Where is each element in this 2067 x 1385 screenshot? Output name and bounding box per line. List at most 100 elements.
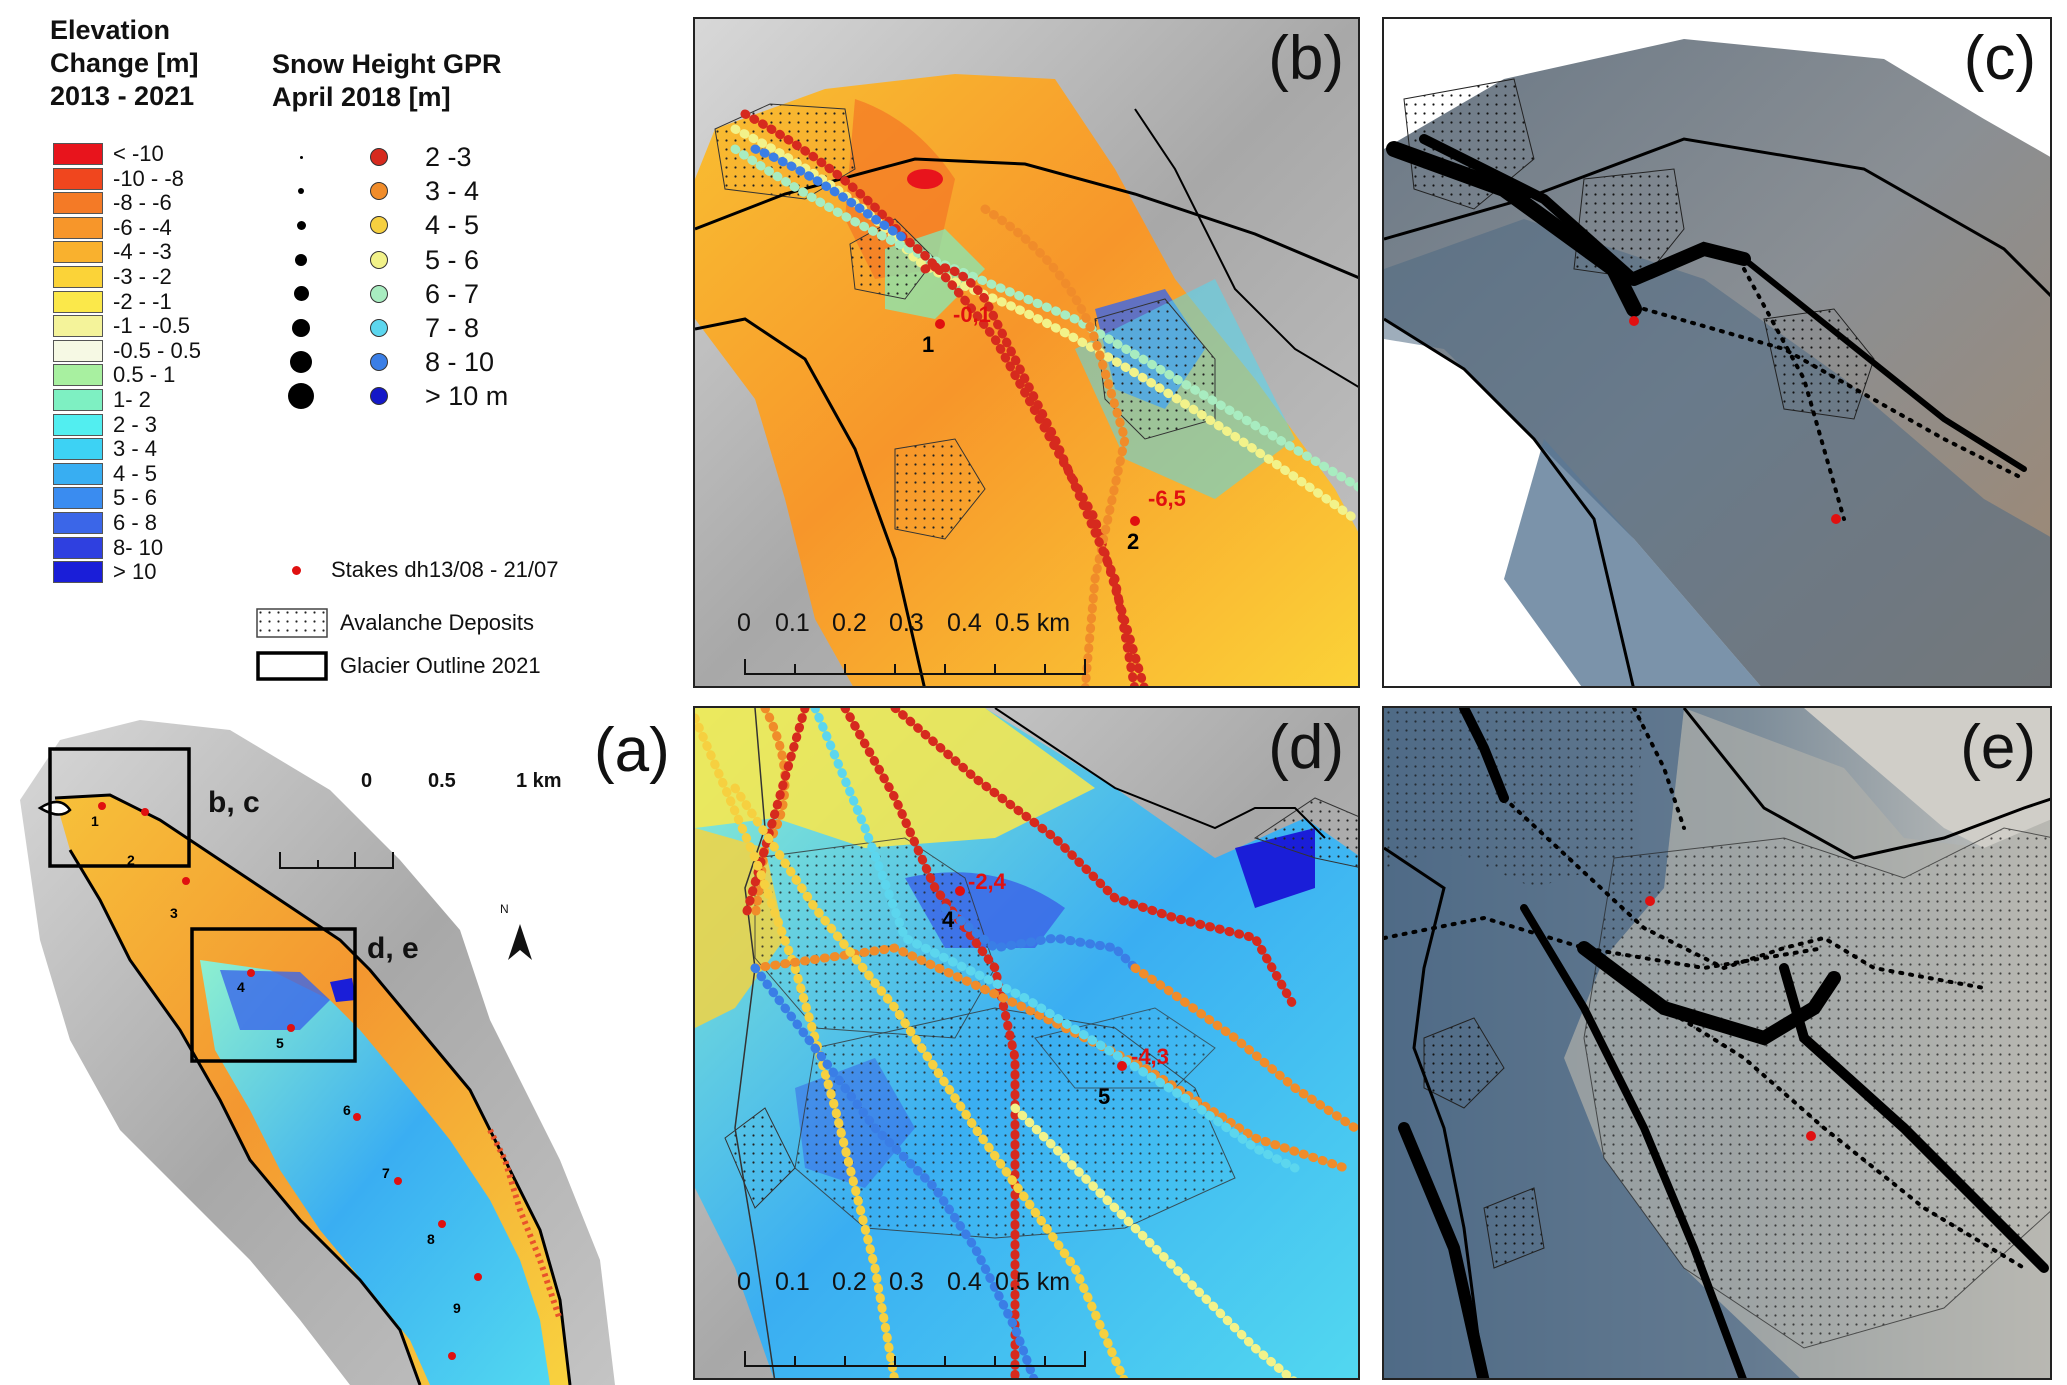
legend-swatch xyxy=(53,364,103,387)
outline-legend-label: Glacier Outline 2021 xyxy=(340,653,541,678)
north-label: N xyxy=(500,902,509,916)
legend-swatch xyxy=(53,487,103,510)
stake-value-label: -0,1 xyxy=(953,302,991,327)
snow-size-marker-icon xyxy=(298,188,304,195)
legend-label: -0.5 - 0.5 xyxy=(113,337,202,363)
scale-d-tick: 0.3 xyxy=(889,1268,924,1296)
panel-e: (e) xyxy=(1382,706,2052,1380)
elevation-legend-item: > 10 xyxy=(53,559,156,585)
elevation-legend-item: -0.5 - 0.5 xyxy=(53,338,201,364)
elevation-legend-item: -4 - -3 xyxy=(53,239,172,265)
legend-swatch xyxy=(53,266,103,288)
panel-c-label: (c) xyxy=(1963,24,2036,93)
overview-stakes xyxy=(98,802,482,1360)
stake-marker-icon xyxy=(292,565,301,575)
panel-e-label: (e) xyxy=(1960,713,2036,782)
legend-label: > 10 xyxy=(113,559,157,585)
legend-label: 8- 10 xyxy=(113,534,164,560)
scale-d-tick: 0.1 xyxy=(775,1268,810,1296)
overview-map xyxy=(20,720,615,1385)
stakes-legend-label: Stakes dh13/08 - 21/07 xyxy=(331,557,559,582)
snow-size-marker-icon xyxy=(296,220,306,230)
elevation-legend-title-line: 2013 - 2021 xyxy=(50,81,195,111)
snow-legend-label: 8 - 10 xyxy=(425,347,495,378)
legend-swatch xyxy=(53,389,103,411)
avalanche-legend-row: Avalanche Deposits xyxy=(256,608,534,638)
snow-legend-label: 5 - 6 xyxy=(425,244,480,275)
scale-a-tick: 0 xyxy=(361,770,373,792)
overview-stake-label: 5 xyxy=(276,1035,284,1051)
snow-color-marker-icon xyxy=(370,182,388,201)
elevation-legend-item: -2 - -1 xyxy=(53,289,172,315)
overview-stake-label: 2 xyxy=(127,852,135,868)
snow-legend-label: 7 - 8 xyxy=(425,313,480,343)
stake-number: 4 xyxy=(942,907,955,932)
scale-a-tick: 0.5 xyxy=(428,770,456,792)
legend-label: -10 - -8 xyxy=(113,165,184,191)
elevation-legend-title-line: Change [m] xyxy=(50,48,199,78)
elevation-legend-title: Elevation Change [m] 2013 - 2021 xyxy=(50,14,199,113)
scale-b-tick: 0.4 xyxy=(947,609,982,637)
panel-c: (c) xyxy=(1382,17,2052,688)
stake-number: 5 xyxy=(1098,1084,1111,1109)
snow-size-marker-icon xyxy=(293,286,309,302)
legend-label: -3 - -2 xyxy=(113,264,172,289)
elevation-legend-item: -10 - -8 xyxy=(53,166,184,192)
overview-stake-label: 1 xyxy=(91,813,99,829)
glacier-outline-icon xyxy=(256,651,328,681)
snow-size-marker-icon xyxy=(299,155,303,159)
legend-label: 5 - 6 xyxy=(113,485,158,511)
overview-stake-label: 4 xyxy=(237,979,245,995)
panel-b-label: (b) xyxy=(1268,24,1344,93)
legend-swatch xyxy=(53,192,103,215)
legend-swatch xyxy=(53,536,103,559)
legend-label: 6 - 8 xyxy=(113,510,158,535)
box-de-label: d, e xyxy=(367,932,419,965)
stake-value-label: -2,4 xyxy=(968,869,1006,894)
elevation-legend-item: 2 - 3 xyxy=(53,412,157,438)
legend-label: -2 - -1 xyxy=(113,288,172,314)
elevation-legend-item: 1- 2 xyxy=(53,387,151,413)
overview-stake-label: 6 xyxy=(343,1102,351,1118)
scale-d-tick: 0.4 xyxy=(947,1268,982,1296)
legend-label: 1- 2 xyxy=(113,387,151,412)
snow-legend-title: Snow Height GPR April 2018 [m] xyxy=(272,48,502,114)
legend-label: -4 - -3 xyxy=(113,239,172,265)
legend-label: 3 - 4 xyxy=(113,436,158,462)
scale-d-tick: 0 xyxy=(737,1268,751,1296)
panel-d: (d) -2,4 -4,3 4 5 0 0.1 0.2 0.3 0.4 0.5 … xyxy=(693,706,1360,1380)
elevation-legend-item: -3 - -2 xyxy=(53,264,172,290)
legend-swatch xyxy=(53,462,103,485)
legend-swatch xyxy=(53,339,103,362)
snow-size-marker-icon xyxy=(288,383,314,410)
scale-b-tick: 0 xyxy=(737,609,751,637)
legend-swatch xyxy=(53,315,103,338)
panel-d-label: (d) xyxy=(1268,713,1344,782)
snow-color-marker-icon xyxy=(370,319,388,337)
overview-stake-label: 9 xyxy=(453,1300,461,1316)
elevation-legend-item: 3 - 4 xyxy=(53,436,157,462)
legend-swatch xyxy=(53,241,103,264)
snow-legend-label: 3 - 4 xyxy=(425,176,480,207)
snow-color-marker-icon xyxy=(370,216,388,235)
elevation-legend-item: 4 - 5 xyxy=(53,461,157,487)
elevation-legend-item: -1 - -0.5 xyxy=(53,313,190,339)
snow-legend-label: > 10 m xyxy=(425,381,509,412)
elevation-legend-item: 5 - 6 xyxy=(53,485,157,511)
panel-b: (b) -0,1 -6,5 1 2 0 0.1 0.2 0.3 0.4 0.5 … xyxy=(693,17,1360,688)
legend-swatch xyxy=(53,561,103,584)
legend-swatch xyxy=(53,290,103,313)
panel-a-label: (a) xyxy=(594,716,670,785)
scale-d-tick: 0.5 km xyxy=(995,1268,1071,1296)
snow-color-marker-icon xyxy=(370,387,388,406)
overview-stake-label: 3 xyxy=(170,905,178,921)
avalanche-legend-label: Avalanche Deposits xyxy=(340,610,535,635)
stake-number: 1 xyxy=(922,332,935,357)
legend-label: < -10 xyxy=(113,141,164,166)
elevation-legend-item: < -10 xyxy=(53,141,164,167)
snow-color-marker-icon xyxy=(370,284,388,303)
snow-size-marker-icon xyxy=(295,253,307,266)
snow-legend-label: 4 - 5 xyxy=(425,210,480,241)
box-bc xyxy=(48,747,191,868)
scale-b-tick: 0.5 km xyxy=(995,609,1071,637)
